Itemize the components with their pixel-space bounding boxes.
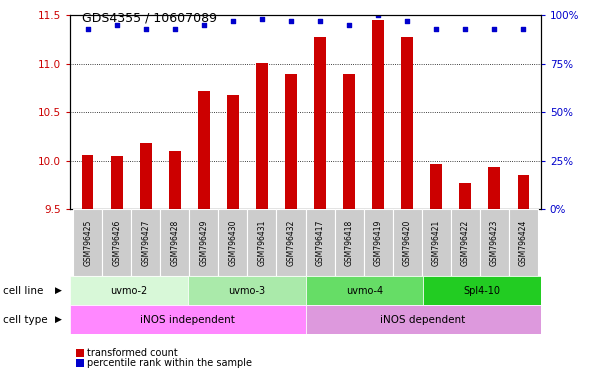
Text: GSM796430: GSM796430: [229, 220, 238, 266]
Bar: [169, 151, 181, 209]
Point: [83, 26, 93, 32]
Text: GSM796421: GSM796421: [432, 220, 441, 266]
Text: GSM796432: GSM796432: [287, 220, 296, 266]
Point: [257, 16, 267, 22]
Point: [141, 26, 151, 32]
Point: [286, 18, 296, 24]
Text: GSM796417: GSM796417: [315, 220, 324, 266]
Point: [489, 26, 499, 32]
Text: iNOS independent: iNOS independent: [141, 314, 235, 325]
Bar: [488, 167, 500, 209]
Bar: [423, 276, 541, 305]
Point: [170, 26, 180, 32]
Bar: [131, 209, 160, 276]
Bar: [518, 175, 529, 209]
Bar: [364, 209, 393, 276]
Text: GSM796425: GSM796425: [83, 220, 92, 266]
Point: [431, 26, 441, 32]
Bar: [276, 209, 306, 276]
Text: GSM796418: GSM796418: [345, 220, 354, 266]
Bar: [372, 20, 384, 209]
Bar: [189, 209, 218, 276]
Bar: [140, 143, 152, 209]
Text: GSM796422: GSM796422: [461, 220, 470, 266]
Point: [315, 18, 325, 24]
Text: uvmo-2: uvmo-2: [111, 286, 148, 296]
Bar: [314, 37, 326, 209]
Bar: [306, 305, 541, 334]
Bar: [509, 209, 538, 276]
Point: [112, 22, 122, 28]
Text: iNOS dependent: iNOS dependent: [381, 314, 466, 325]
Bar: [102, 209, 131, 276]
Bar: [256, 63, 268, 209]
Bar: [227, 95, 239, 209]
Bar: [160, 209, 189, 276]
Text: transformed count: transformed count: [87, 348, 178, 358]
Text: GSM796419: GSM796419: [373, 220, 382, 266]
Text: uvmo-3: uvmo-3: [228, 286, 265, 296]
Text: GSM796423: GSM796423: [490, 220, 499, 266]
Text: cell line: cell line: [3, 286, 43, 296]
Bar: [401, 37, 413, 209]
Point: [228, 18, 238, 24]
Bar: [111, 156, 123, 209]
Bar: [343, 74, 355, 209]
Point: [373, 12, 383, 18]
Text: percentile rank within the sample: percentile rank within the sample: [87, 358, 252, 368]
Text: GSM796431: GSM796431: [257, 220, 266, 266]
Point: [518, 26, 528, 32]
Text: GDS4355 / 10607089: GDS4355 / 10607089: [82, 12, 218, 25]
Bar: [430, 164, 442, 209]
Bar: [335, 209, 364, 276]
Text: cell type: cell type: [3, 314, 48, 325]
Bar: [198, 91, 210, 209]
Text: ▶: ▶: [55, 286, 62, 295]
Text: GSM796426: GSM796426: [112, 220, 121, 266]
Text: GSM796427: GSM796427: [141, 220, 150, 266]
Bar: [393, 209, 422, 276]
Bar: [70, 276, 188, 305]
Bar: [459, 183, 471, 209]
Point: [199, 22, 209, 28]
Bar: [422, 209, 451, 276]
Text: GSM796428: GSM796428: [170, 220, 179, 266]
Point: [460, 26, 470, 32]
Text: GSM796424: GSM796424: [519, 220, 528, 266]
Text: GSM796420: GSM796420: [403, 220, 412, 266]
Bar: [73, 209, 102, 276]
Bar: [306, 209, 335, 276]
Bar: [285, 74, 297, 209]
Bar: [451, 209, 480, 276]
Bar: [188, 276, 306, 305]
Bar: [218, 209, 247, 276]
Bar: [480, 209, 509, 276]
Text: uvmo-4: uvmo-4: [346, 286, 383, 296]
Bar: [247, 209, 276, 276]
Bar: [82, 155, 93, 209]
Text: GSM796429: GSM796429: [199, 220, 208, 266]
Text: Spl4-10: Spl4-10: [463, 286, 500, 296]
Text: ▶: ▶: [55, 315, 62, 324]
Bar: [306, 276, 423, 305]
Point: [402, 18, 412, 24]
Bar: [70, 305, 306, 334]
Point: [344, 22, 354, 28]
